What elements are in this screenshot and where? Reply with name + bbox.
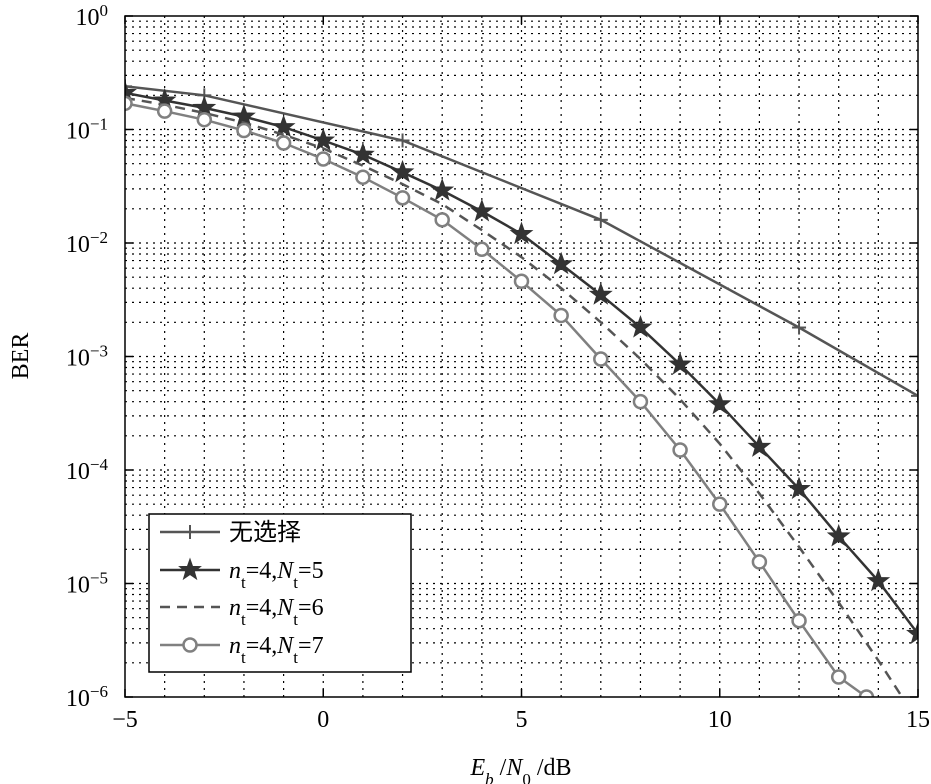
x-tick-label-4: 15 — [906, 707, 930, 733]
series-1-point-14 — [668, 351, 693, 375]
series-1-point-10 — [509, 221, 534, 245]
series-0-point-5 — [911, 388, 918, 403]
axis-ticks — [124, 15, 919, 698]
series-3-point-6 — [355, 169, 371, 185]
series-0-point-2 — [395, 133, 410, 148]
plus-icon — [183, 525, 197, 539]
y-tick-label-2: 10−2 — [66, 228, 108, 259]
series-1-point-4 — [271, 114, 296, 138]
legend-item-no-selection: 无选择 — [160, 519, 301, 546]
y-tick-label-4: 10−4 — [66, 455, 109, 486]
x-tick-label-2: 5 — [516, 707, 528, 733]
series-1-point-9 — [470, 198, 494, 222]
series-3-point-8 — [434, 212, 450, 228]
series-1-point-7 — [390, 159, 415, 183]
y-tick-label-3: 10−3 — [66, 341, 108, 372]
series-1-point-15 — [707, 391, 732, 415]
series-layer — [125, 79, 918, 697]
legend-label-nt5: nt=4,Nt=5 — [229, 558, 324, 592]
series-1-point-20 — [906, 621, 918, 644]
legend-item-nt7: nt=4,Nt=7 — [160, 633, 324, 667]
y-tick-labels: 100 10−1 10−2 10−3 10−4 10−5 10−6 — [66, 1, 109, 713]
series-3-point-4 — [275, 135, 292, 151]
series-1-point-16 — [747, 434, 772, 457]
x-tick-labels: −5 0 5 10 15 — [112, 707, 930, 733]
series-1-point-18 — [826, 523, 851, 547]
series-3-point-15 — [712, 496, 728, 512]
series-3-point-0 — [125, 95, 133, 112]
series-1-point-5 — [311, 128, 336, 151]
series-3-point-7 — [394, 190, 411, 206]
legend-item-nt5: nt=4,Nt=5 — [160, 557, 324, 592]
series-3-point-12 — [593, 351, 609, 367]
legend-label-no-selection: 无选择 — [229, 519, 301, 546]
series-3-point-14 — [672, 442, 688, 458]
x-tick-label-0: −5 — [112, 707, 138, 733]
legend: 无选择 nt=4,Nt=5 nt=4,Nt=6 nt=4,Nt=7 — [148, 513, 412, 673]
x-axis-label: Eb /N0 /dB — [469, 755, 571, 784]
series-0-point-3 — [593, 212, 608, 227]
series-1-point-12 — [588, 282, 613, 305]
series-1-point-6 — [351, 142, 375, 165]
series-3-point-9 — [474, 241, 490, 258]
legend-marker-star-icon — [178, 557, 202, 581]
legend-marker-circle-icon — [182, 637, 198, 653]
series-line-0 — [125, 85, 918, 397]
series-3-point-19 — [858, 689, 875, 697]
legend-label-nt7: nt=4,Nt=7 — [229, 633, 324, 667]
series-1-point-17 — [787, 476, 811, 500]
series-0 — [125, 79, 918, 403]
series-3-point-18 — [830, 669, 847, 685]
y-tick-label-0: 100 — [76, 1, 109, 32]
y-axis-label: BER — [8, 333, 34, 380]
x-tick-label-1: 0 — [317, 707, 329, 733]
series-3-point-13 — [632, 393, 649, 410]
series-1-point-11 — [549, 251, 574, 275]
series-3-point-16 — [751, 554, 768, 570]
series-1 — [125, 80, 918, 644]
series-0-point-4 — [792, 320, 807, 335]
circle-icon — [182, 637, 198, 653]
series-3-point-3 — [236, 122, 252, 139]
series-3-point-1 — [156, 103, 173, 119]
y-tick-label-5: 10−5 — [66, 568, 108, 599]
star-icon — [178, 557, 202, 581]
series-3-point-5 — [315, 151, 331, 167]
legend-item-nt6: nt=4,Nt=6 — [160, 595, 324, 629]
series-1-point-8 — [430, 177, 455, 201]
series-0-point-0 — [125, 79, 132, 94]
series-3-point-2 — [196, 111, 213, 128]
series-line-2 — [125, 96, 904, 697]
series-1-point-13 — [628, 315, 653, 338]
series-3-point-10 — [513, 273, 530, 290]
y-tick-label-6: 10−6 — [66, 682, 108, 713]
legend-label-nt6: nt=4,Nt=6 — [229, 595, 324, 629]
y-tick-label-1: 10−1 — [66, 114, 108, 145]
series-3-point-11 — [553, 307, 569, 324]
x-tick-label-3: 10 — [708, 707, 732, 733]
series-3 — [125, 95, 875, 697]
series-1-point-19 — [866, 568, 891, 592]
series-2 — [125, 96, 904, 697]
series-1-point-3 — [232, 104, 256, 127]
legend-marker-plus-icon — [183, 525, 197, 539]
series-3-point-17 — [791, 612, 807, 629]
